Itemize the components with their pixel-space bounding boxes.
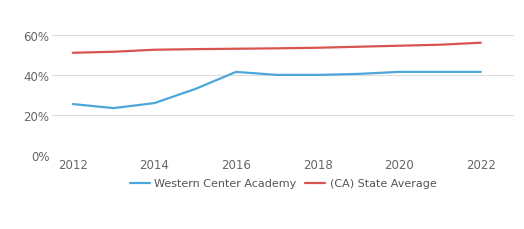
(CA) State Average <box>111 51 117 54</box>
(CA) State Average <box>233 48 239 51</box>
(CA) State Average <box>396 45 402 48</box>
Western Center Academy <box>192 88 199 91</box>
Western Center Academy <box>478 71 484 74</box>
Western Center Academy <box>355 73 362 76</box>
Line: Western Center Academy: Western Center Academy <box>73 73 481 109</box>
Western Center Academy <box>437 71 443 74</box>
(CA) State Average <box>274 48 280 50</box>
Western Center Academy <box>111 107 117 110</box>
(CA) State Average <box>314 47 321 50</box>
Western Center Academy <box>70 103 76 106</box>
(CA) State Average <box>355 46 362 49</box>
Western Center Academy <box>396 71 402 74</box>
Western Center Academy <box>151 102 158 105</box>
Western Center Academy <box>274 74 280 77</box>
(CA) State Average <box>151 49 158 52</box>
Line: (CA) State Average: (CA) State Average <box>73 44 481 54</box>
Western Center Academy <box>233 71 239 74</box>
(CA) State Average <box>478 42 484 45</box>
Legend: Western Center Academy, (CA) State Average: Western Center Academy, (CA) State Avera… <box>129 179 436 188</box>
(CA) State Average <box>70 52 76 55</box>
(CA) State Average <box>437 44 443 47</box>
(CA) State Average <box>192 49 199 51</box>
Western Center Academy <box>314 74 321 77</box>
